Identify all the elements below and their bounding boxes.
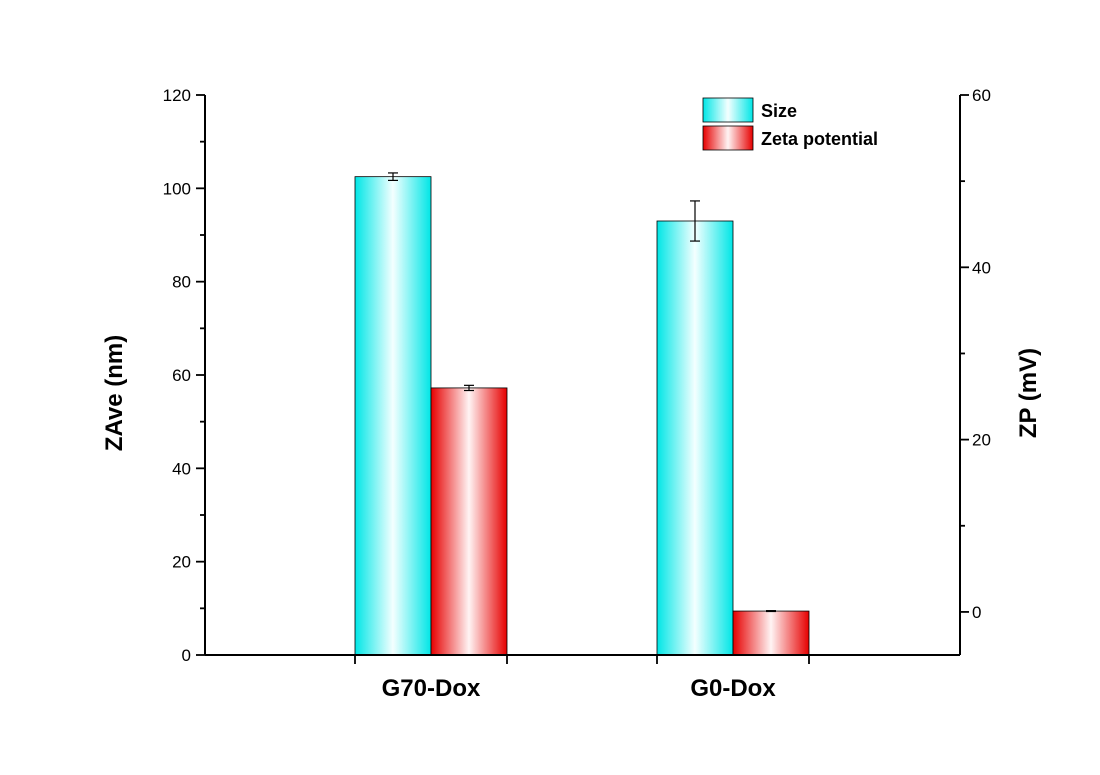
right-y-axis-title: ZP (mV) xyxy=(1015,348,1042,438)
left-y-axis-title: ZAve (nm) xyxy=(101,335,128,451)
bar-zeta-potential-g0-dox xyxy=(732,610,810,656)
right-y-tick-label: 40 xyxy=(972,258,991,277)
left-y-tick-label: 100 xyxy=(163,179,191,198)
x-axis-ticks: G70-Dox G0-Dox xyxy=(354,655,810,702)
right-y-tick-label: 60 xyxy=(972,86,991,105)
legend-label-zeta: Zeta potential xyxy=(761,129,878,149)
left-y-tick-label: 20 xyxy=(172,553,191,572)
left-y-tick-label: 80 xyxy=(172,273,191,292)
x-tick-label: G0-Dox xyxy=(690,675,776,702)
bar-size-g0-dox xyxy=(656,220,734,656)
left-y-tick-label: 60 xyxy=(172,366,191,385)
left-y-tick-label: 40 xyxy=(172,459,191,478)
legend-label-size: Size xyxy=(761,101,797,121)
error-bars-group xyxy=(388,172,776,613)
right-y-tick-label: 0 xyxy=(972,603,981,622)
right-y-axis-ticks: 0 20 40 60 xyxy=(960,86,991,622)
legend-swatch-size xyxy=(702,97,754,123)
legend: Size Zeta potential xyxy=(702,97,878,151)
x-tick-label: G70-Dox xyxy=(382,675,481,702)
bar-size-g70-dox xyxy=(354,176,432,656)
left-y-tick-label: 120 xyxy=(163,86,191,105)
legend-swatch-zeta xyxy=(702,125,754,151)
bar-zeta-potential-g70-dox xyxy=(430,387,508,656)
left-y-tick-label: 0 xyxy=(182,646,191,665)
right-y-tick-label: 20 xyxy=(972,431,991,450)
bars-group xyxy=(354,176,810,656)
left-y-axis-ticks: 0 20 40 60 80 100 120 xyxy=(163,86,205,665)
